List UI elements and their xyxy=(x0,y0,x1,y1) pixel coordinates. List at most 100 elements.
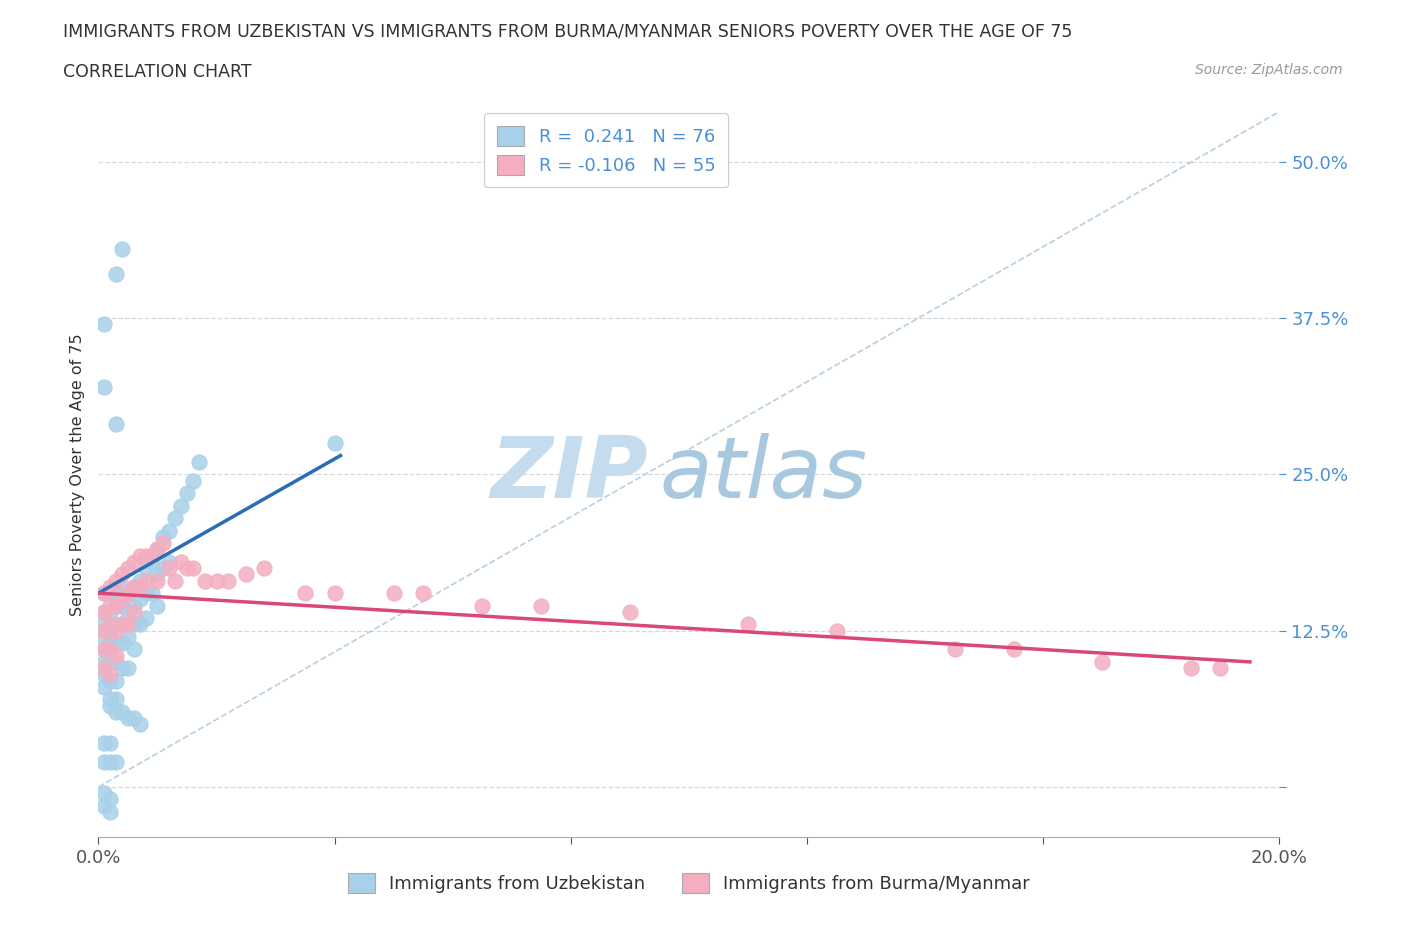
Point xyxy=(93,786,115,801)
Point xyxy=(111,598,134,613)
Point xyxy=(93,736,115,751)
Point xyxy=(165,573,187,588)
Point xyxy=(93,798,115,813)
Point xyxy=(146,598,169,613)
Point xyxy=(217,573,239,588)
Point xyxy=(122,604,145,619)
Point xyxy=(165,511,187,525)
Point xyxy=(98,698,121,713)
Text: Source: ZipAtlas.com: Source: ZipAtlas.com xyxy=(1195,63,1343,77)
Point xyxy=(98,579,121,594)
Point xyxy=(135,548,157,563)
Point xyxy=(98,754,121,769)
Point xyxy=(93,660,115,675)
Point xyxy=(128,579,150,594)
Point xyxy=(181,473,204,488)
Point xyxy=(146,567,169,582)
Point xyxy=(181,561,204,576)
Point xyxy=(176,485,198,500)
Point xyxy=(98,617,121,631)
Point xyxy=(93,604,115,619)
Point xyxy=(128,617,150,631)
Point xyxy=(105,754,128,769)
Point xyxy=(93,379,115,394)
Point xyxy=(93,667,115,682)
Point xyxy=(93,586,115,601)
Point xyxy=(157,524,180,538)
Point xyxy=(93,754,115,769)
Point xyxy=(1209,660,1232,675)
Point xyxy=(93,630,115,644)
Point xyxy=(93,623,115,638)
Point xyxy=(111,660,134,675)
Point xyxy=(157,561,180,576)
Point xyxy=(122,642,145,657)
Point xyxy=(176,561,198,576)
Point xyxy=(111,705,134,720)
Text: ZIP: ZIP xyxy=(489,432,648,516)
Point xyxy=(105,598,128,613)
Point xyxy=(157,554,180,569)
Point xyxy=(141,548,163,563)
Point xyxy=(323,435,346,450)
Text: IMMIGRANTS FROM UZBEKISTAN VS IMMIGRANTS FROM BURMA/MYANMAR SENIORS POVERTY OVER: IMMIGRANTS FROM UZBEKISTAN VS IMMIGRANTS… xyxy=(63,22,1073,40)
Point xyxy=(128,717,150,732)
Point xyxy=(105,573,128,588)
Point xyxy=(146,573,169,588)
Point xyxy=(170,554,193,569)
Point xyxy=(111,591,134,606)
Point xyxy=(111,579,134,594)
Point xyxy=(117,561,139,576)
Point xyxy=(98,736,121,751)
Point xyxy=(412,586,434,601)
Point xyxy=(105,648,128,663)
Point xyxy=(98,598,121,613)
Point xyxy=(187,455,209,470)
Point xyxy=(93,642,115,657)
Point xyxy=(122,711,145,725)
Point xyxy=(111,636,134,651)
Point xyxy=(93,317,115,332)
Point xyxy=(530,598,553,613)
Point xyxy=(105,705,128,720)
Point xyxy=(93,680,115,695)
Point xyxy=(105,617,128,631)
Point xyxy=(619,604,641,619)
Point xyxy=(135,561,157,576)
Point xyxy=(93,617,115,631)
Point xyxy=(1002,642,1025,657)
Point xyxy=(111,617,134,631)
Point xyxy=(105,417,128,432)
Text: CORRELATION CHART: CORRELATION CHART xyxy=(63,63,252,81)
Point xyxy=(98,586,121,601)
Point xyxy=(128,573,150,588)
Point xyxy=(117,586,139,601)
Point xyxy=(135,611,157,626)
Point xyxy=(122,598,145,613)
Point xyxy=(382,586,405,601)
Point xyxy=(111,567,134,582)
Point xyxy=(141,554,163,569)
Point xyxy=(117,630,139,644)
Point xyxy=(128,548,150,563)
Point xyxy=(122,579,145,594)
Point xyxy=(253,561,276,576)
Point xyxy=(98,673,121,688)
Point xyxy=(146,542,169,557)
Point xyxy=(146,542,169,557)
Point xyxy=(105,598,128,613)
Point xyxy=(111,617,134,631)
Point xyxy=(117,617,139,631)
Point xyxy=(205,573,228,588)
Y-axis label: Seniors Poverty Over the Age of 75: Seniors Poverty Over the Age of 75 xyxy=(69,333,84,616)
Point xyxy=(235,567,257,582)
Point xyxy=(93,655,115,670)
Point xyxy=(93,604,115,619)
Point xyxy=(98,667,121,682)
Point xyxy=(98,792,121,807)
Point xyxy=(1091,655,1114,670)
Point xyxy=(122,579,145,594)
Point xyxy=(122,554,145,569)
Point xyxy=(105,692,128,707)
Point xyxy=(135,573,157,588)
